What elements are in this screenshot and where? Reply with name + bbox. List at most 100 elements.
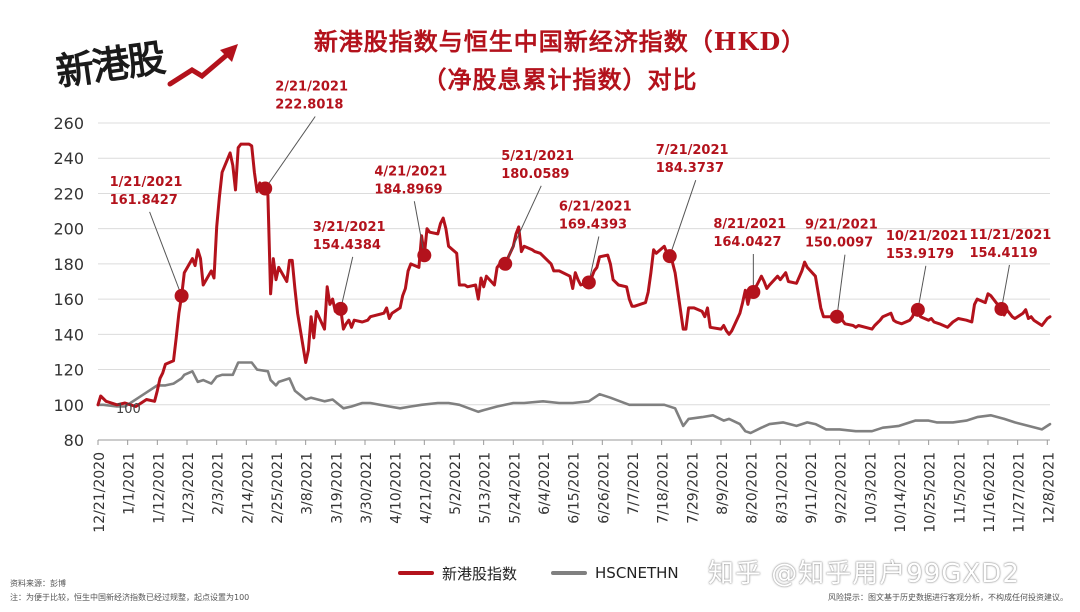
logo-arrow-icon xyxy=(167,44,238,87)
x-tick-label: 7/18/2021 xyxy=(656,452,672,524)
annotation-leader xyxy=(149,211,183,297)
annotation-marker xyxy=(829,309,844,324)
y-tick-label: 160 xyxy=(53,290,84,309)
annotation-leader xyxy=(264,116,316,189)
annotation-date-label: 9/21/2021 xyxy=(805,218,878,233)
x-tick-label: 11/16/2021 xyxy=(982,452,998,533)
annotation-leader xyxy=(917,265,927,310)
annotation-value-label: 150.0097 xyxy=(805,236,873,251)
watermark: 知乎 @知乎用户99GXD2 xyxy=(708,559,1020,589)
x-tick-label: 10/14/2021 xyxy=(893,452,909,533)
annotation-value-label: 222.8018 xyxy=(275,98,343,113)
y-tick-label: 200 xyxy=(53,220,84,239)
annotation-marker xyxy=(333,301,348,316)
annotation-value-label: 180.0589 xyxy=(501,167,569,182)
x-tick-label: 7/29/2021 xyxy=(685,452,701,524)
legend-swatch-red xyxy=(398,571,434,575)
y-tick-label: 100 xyxy=(53,396,84,415)
x-tick-label: 2/25/2021 xyxy=(270,452,286,524)
x-tick-label: 6/15/2021 xyxy=(567,452,583,524)
legend-swatch-gray xyxy=(551,571,588,575)
source-note: 资料来源：彭博 xyxy=(10,579,66,588)
annotation-marker xyxy=(174,288,189,303)
annotation-value-label: 164.0427 xyxy=(713,235,781,250)
chart-title-line2: （净股息累计指数）对比 xyxy=(422,65,698,94)
legend-label-xingangu: 新港股指数 xyxy=(442,564,518,583)
annotation-value-label: 169.4393 xyxy=(559,217,627,232)
annotation-marker xyxy=(662,249,677,264)
x-tick-label: 12/21/2020 xyxy=(92,452,108,533)
x-tick-label: 6/26/2021 xyxy=(596,452,612,524)
x-tick-label: 4/21/2021 xyxy=(418,452,434,524)
annotation-date-label: 8/21/2021 xyxy=(713,217,786,232)
annotation-value-label: 154.4384 xyxy=(313,238,381,253)
legend-item-hscnethn: HSCNETHN xyxy=(551,564,679,582)
series-line-xingangu xyxy=(96,142,1052,408)
start-value-label: 100 xyxy=(116,402,141,417)
risk-disclaimer: 风险提示：图文基于历史数据进行客观分析，不构成任何投资建议。 xyxy=(828,593,1068,602)
footnote: 注：为便于比较，恒生中国新经济指数已经过规整，起点设置为100 xyxy=(10,593,250,602)
legend-item-xingangu: 新港股指数 xyxy=(398,563,517,584)
legend-label-hscnethn: HSCNETHN xyxy=(595,564,679,582)
x-tick-label: 8/9/2021 xyxy=(715,452,731,515)
x-tick-label: 3/19/2021 xyxy=(329,452,345,524)
annotation-leader xyxy=(836,254,846,317)
brand-logo: 新港股 xyxy=(52,36,242,96)
y-tick-labels: 80 100 120 140 160 180 200 220 240 260 xyxy=(53,114,84,450)
x-tick-label: 9/22/2021 xyxy=(834,452,850,524)
x-tick-label: 8/20/2021 xyxy=(745,452,761,524)
x-tick-label: 5/24/2021 xyxy=(507,452,523,524)
y-tick-label: 120 xyxy=(53,361,84,380)
x-tick-label: 6/4/2021 xyxy=(537,452,553,515)
annotation-leader xyxy=(669,180,697,257)
annotation-leader xyxy=(588,236,600,283)
annotation-date-label: 1/21/2021 xyxy=(110,175,183,190)
annotation-marker xyxy=(417,248,432,263)
chart-title-line1: 新港股指数与恒生中国新经济指数（HKD） xyxy=(313,27,807,56)
annotation-leader xyxy=(504,185,542,264)
x-tick-label: 4/10/2021 xyxy=(389,452,405,524)
annotation-date-label: 3/21/2021 xyxy=(313,220,386,235)
annotation-date-label: 7/21/2021 xyxy=(656,143,729,158)
y-tick-label: 140 xyxy=(53,325,84,344)
grid-lines xyxy=(98,122,1050,441)
annotation-date-label: 10/21/2021 xyxy=(886,229,968,244)
annotations: 100 1/21/2021 161.8427 2/21/2021 222.8018 3/2… xyxy=(110,80,1052,417)
y-tick-label: 80 xyxy=(64,431,84,450)
x-tick-label: 5/13/2021 xyxy=(478,452,494,524)
x-tick-label: 1/1/2021 xyxy=(122,452,138,515)
annotation-date-label: 6/21/2021 xyxy=(559,199,632,214)
annotation-value-label: 153.9179 xyxy=(886,247,954,262)
annotation-value-label: 161.8427 xyxy=(110,193,178,208)
x-tick-label: 2/14/2021 xyxy=(240,452,256,524)
x-tick-label: 10/3/2021 xyxy=(863,452,879,524)
y-tick-label: 240 xyxy=(53,149,84,168)
x-tick-label: 11/5/2021 xyxy=(952,452,968,524)
series-lines xyxy=(96,142,1052,435)
y-tick-label: 260 xyxy=(53,114,84,133)
annotation-marker xyxy=(498,256,513,271)
x-tick-label: 3/8/2021 xyxy=(300,452,316,515)
annotation-marker xyxy=(581,275,596,290)
x-tick-label: 5/2/2021 xyxy=(448,452,464,515)
y-tick-label: 220 xyxy=(53,184,84,203)
x-tick-label: 1/12/2021 xyxy=(151,452,167,524)
annotation-date-label: 4/21/2021 xyxy=(374,164,447,179)
annotation-marker xyxy=(994,301,1009,316)
annotation-marker xyxy=(746,284,761,299)
y-tick-label: 180 xyxy=(53,255,84,274)
x-tick-label: 10/25/2021 xyxy=(923,452,939,533)
annotation-marker xyxy=(258,181,273,196)
annotation-value-label: 154.4119 xyxy=(969,246,1037,261)
annotation-date-label: 5/21/2021 xyxy=(501,149,574,164)
x-tick-label: 1/23/2021 xyxy=(181,452,197,524)
series-line-hscnethn xyxy=(96,361,1052,435)
annotation-leader xyxy=(1000,264,1010,310)
x-tick-label: 2/3/2021 xyxy=(211,452,227,515)
x-tick-label: 12/8/2021 xyxy=(1041,452,1057,524)
annotation-marker xyxy=(910,302,925,317)
x-tick-label: 7/7/2021 xyxy=(626,452,642,515)
annotation-value-label: 184.8969 xyxy=(374,182,442,197)
